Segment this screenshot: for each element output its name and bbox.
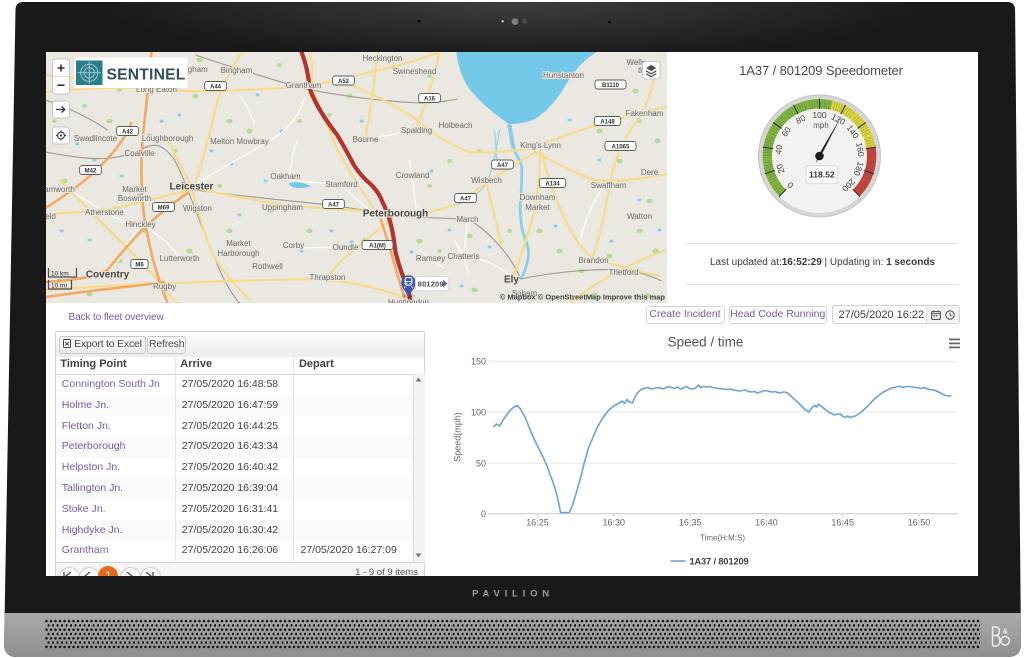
svg-text:Speed(mph): Speed(mph): [453, 412, 463, 462]
svg-text:100: 100: [471, 407, 486, 417]
svg-text:Tamworth: Tamworth: [46, 185, 75, 194]
svg-text:mph: mph: [813, 121, 829, 130]
svg-text:Long Eaton: Long Eaton: [136, 85, 177, 94]
svg-text:Crowland: Crowland: [396, 171, 430, 180]
svg-text:A16: A16: [424, 96, 436, 102]
svg-text:Thrapston: Thrapston: [309, 273, 345, 282]
svg-text:A44: A44: [210, 84, 222, 90]
svg-text:field: field: [46, 212, 56, 221]
svg-text:Speed / time: Speed / time: [668, 335, 744, 350]
svg-text:Heckington: Heckington: [362, 54, 402, 63]
svg-text:Ely: Ely: [504, 275, 519, 286]
svg-text:1A37 / 801209: 1A37 / 801209: [690, 556, 749, 566]
svg-text:March: March: [456, 215, 478, 224]
svg-text:16:25: 16:25: [526, 518, 549, 528]
svg-text:Bosworth: Bosworth: [118, 194, 151, 203]
svg-text:Market: Market: [122, 185, 147, 194]
svg-text:10 km: 10 km: [51, 271, 69, 278]
svg-text:100: 100: [812, 110, 826, 120]
svg-text:Loughborough: Loughborough: [142, 134, 194, 143]
svg-text:M69: M69: [158, 205, 170, 211]
svg-text:16:35: 16:35: [679, 518, 702, 528]
svg-text:Time(H:M:S): Time(H:M:S): [700, 534, 745, 543]
svg-text:A1065: A1065: [612, 144, 630, 150]
svg-text:Bourne: Bourne: [353, 135, 379, 144]
svg-text:16:40: 16:40: [755, 518, 778, 528]
svg-text:© Mapbox © OpenStreetMap Impro: © Mapbox © OpenStreetMap Improve this ma…: [500, 293, 666, 302]
svg-text:&: &: [1003, 627, 1009, 636]
svg-text:Downham: Downham: [519, 193, 555, 202]
svg-text:A47: A47: [328, 202, 340, 208]
svg-text:Ramsey: Ramsey: [416, 254, 445, 263]
svg-text:Coalville: Coalville: [124, 149, 155, 158]
svg-text:Grantham: Grantham: [286, 81, 322, 90]
svg-text:Fakenham: Fakenham: [626, 109, 664, 118]
svg-text:160: 160: [854, 142, 866, 158]
svg-text:Swineshead: Swineshead: [393, 67, 437, 76]
svg-text:M42: M42: [85, 168, 97, 174]
svg-text:Spalding: Spalding: [401, 126, 432, 135]
svg-text:Hinckley: Hinckley: [125, 220, 155, 229]
svg-text:Oundle: Oundle: [333, 243, 359, 252]
svg-text:Dere: Dere: [641, 168, 659, 177]
svg-text:Wells-: Wells-: [626, 58, 648, 67]
svg-text:A42: A42: [122, 129, 134, 135]
svg-text:180: 180: [852, 160, 866, 177]
svg-text:Peterborough: Peterborough: [363, 209, 429, 220]
svg-text:80: 80: [794, 113, 807, 126]
svg-text:A1(M): A1(M): [369, 243, 386, 249]
svg-text:Stamford: Stamford: [325, 180, 357, 189]
svg-text:Chatteris: Chatteris: [447, 252, 479, 261]
svg-text:10 mi: 10 mi: [51, 283, 67, 290]
svg-text:16:30: 16:30: [603, 518, 626, 528]
svg-text:20: 20: [774, 162, 787, 174]
svg-text:Corby: Corby: [283, 241, 304, 250]
svg-text:Holbeach: Holbeach: [439, 121, 473, 130]
svg-text:M6: M6: [135, 262, 144, 268]
svg-text:50: 50: [476, 458, 486, 468]
svg-text:Market: Market: [525, 203, 550, 212]
svg-text:Swadlincote: Swadlincote: [74, 134, 118, 143]
svg-text:Swaffham: Swaffham: [591, 181, 627, 190]
svg-text:Coventry: Coventry: [86, 270, 130, 281]
svg-text:Market: Market: [226, 239, 251, 248]
svg-text:118.52: 118.52: [809, 170, 835, 180]
svg-text:Thetford: Thetford: [609, 268, 639, 277]
svg-text:Rothwell: Rothwell: [252, 262, 283, 271]
svg-text:B1110: B1110: [602, 83, 620, 89]
svg-text:ngham: ngham: [183, 65, 208, 74]
svg-text:Brandon: Brandon: [578, 256, 608, 265]
svg-text:Leicester: Leicester: [170, 182, 214, 193]
svg-text:Soham: Soham: [512, 289, 538, 298]
svg-text:40: 40: [773, 144, 784, 155]
svg-text:A47: A47: [497, 163, 509, 169]
svg-text:Watton: Watton: [627, 212, 652, 221]
svg-text:Wigston: Wigston: [183, 204, 212, 213]
svg-text:Melton Mowbray: Melton Mowbray: [210, 137, 269, 146]
svg-text:Huntingdon: Huntingdon: [388, 298, 429, 303]
svg-text:Harborough: Harborough: [217, 249, 259, 258]
svg-text:Bingham: Bingham: [221, 66, 253, 75]
svg-text:Rugby: Rugby: [153, 282, 176, 291]
svg-text:Oakham: Oakham: [270, 172, 301, 181]
svg-text:16:45: 16:45: [831, 518, 854, 528]
svg-text:A47: A47: [460, 196, 472, 202]
svg-text:0: 0: [481, 509, 486, 519]
svg-text:Atherstone: Atherstone: [85, 208, 124, 217]
svg-text:0: 0: [785, 180, 796, 191]
svg-text:Uppingham: Uppingham: [262, 203, 303, 212]
svg-text:SENTINEL: SENTINEL: [107, 67, 186, 84]
svg-text:A134: A134: [545, 181, 560, 187]
svg-text:A52: A52: [338, 79, 350, 85]
svg-text:Wisbech: Wisbech: [471, 176, 502, 185]
svg-text:801209: 801209: [418, 279, 444, 288]
svg-text:A148: A148: [600, 119, 615, 125]
svg-text:King's Lynn: King's Lynn: [520, 141, 561, 150]
svg-text:PAVILION: PAVILION: [472, 589, 554, 600]
svg-text:Hunstanton: Hunstanton: [543, 71, 584, 80]
svg-text:16:50: 16:50: [908, 518, 931, 528]
svg-text:Lutterworth: Lutterworth: [159, 254, 199, 263]
svg-text:150: 150: [471, 357, 486, 367]
